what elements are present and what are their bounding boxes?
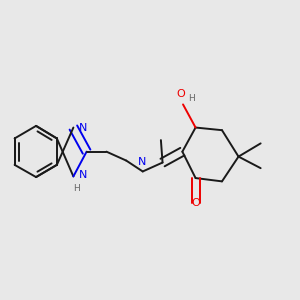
Text: H: H	[73, 184, 80, 194]
Text: N: N	[78, 170, 87, 180]
Text: O: O	[191, 198, 200, 208]
Text: N: N	[78, 122, 87, 133]
Text: N: N	[138, 157, 147, 166]
Text: H: H	[188, 94, 195, 103]
Text: O: O	[176, 89, 185, 99]
